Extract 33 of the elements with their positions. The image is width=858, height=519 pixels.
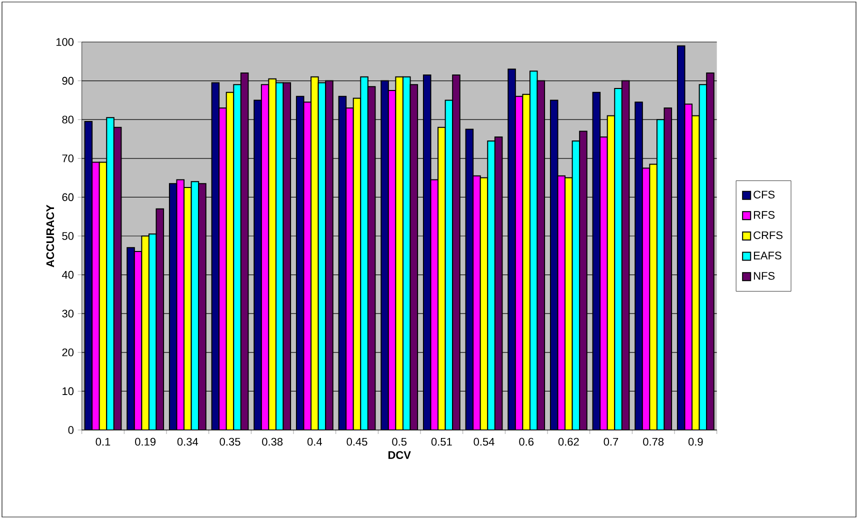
- legend-label: NFS: [754, 272, 775, 280]
- legend-label: CRFS: [754, 231, 783, 240]
- x-tick-label: 0.62: [558, 438, 579, 446]
- x-tick-label: 0.35: [220, 438, 240, 446]
- x-tick-label: 0.5: [392, 438, 407, 446]
- x-tick-label: 0.19: [135, 438, 156, 446]
- y-tick-label: 30: [62, 310, 74, 318]
- x-tick-label: 0.6: [519, 438, 534, 446]
- x-tick-label: 0.54: [474, 438, 494, 446]
- y-tick-label: 50: [62, 232, 74, 240]
- x-tick-label: 0.78: [643, 438, 664, 446]
- y-axis-title: ACCURACY: [46, 204, 54, 268]
- y-tick-label: 10: [62, 387, 74, 396]
- x-tick-label: 0.4: [307, 438, 322, 446]
- y-tick-label: 40: [62, 270, 74, 279]
- y-tick-label: 90: [62, 76, 74, 85]
- x-tick-label: 0.1: [96, 438, 110, 446]
- legend-label: CFS: [754, 190, 775, 198]
- legend-label: RFS: [754, 211, 775, 219]
- y-tick-label: 100: [56, 38, 74, 46]
- y-tick-label: 80: [62, 116, 74, 124]
- x-tick-label: 0.7: [604, 438, 618, 446]
- legend-label: EAFS: [754, 252, 782, 260]
- x-tick-label: 0.9: [688, 438, 703, 446]
- x-tick-label: 0.38: [262, 438, 283, 446]
- y-tick-label: 0: [68, 426, 74, 434]
- x-tick-label: 0.45: [346, 438, 368, 446]
- y-tick-label: 70: [62, 154, 74, 162]
- x-tick-label: 0.51: [431, 438, 452, 446]
- y-tick-label: 60: [62, 193, 74, 202]
- x-axis-title: DCV: [388, 451, 411, 459]
- y-tick-label: 20: [62, 348, 74, 356]
- x-tick-label: 0.34: [177, 438, 198, 446]
